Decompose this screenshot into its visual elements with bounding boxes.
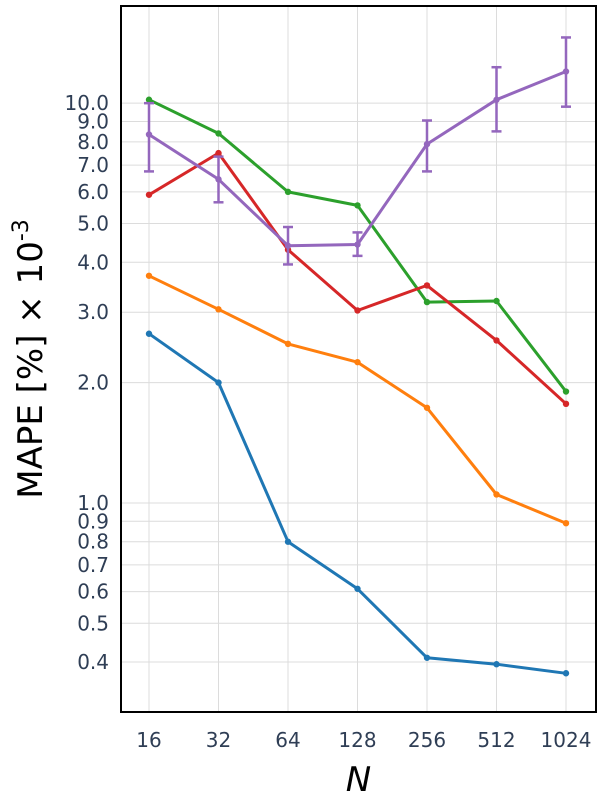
y-tick-label: 0.9: [77, 509, 109, 533]
data-point: [423, 298, 431, 306]
data-point: [215, 149, 222, 157]
y-axis-title-main: MAPE [%] × 10: [11, 241, 51, 499]
x-tick-label: 512: [477, 728, 515, 752]
data-point: [284, 188, 292, 196]
series-layer: [144, 36, 571, 677]
x-tick-label: 256: [408, 728, 446, 752]
y-tick-label: 9.0: [77, 109, 109, 133]
series-0: [145, 330, 570, 677]
y-tick-label: 0.8: [77, 530, 109, 554]
data-point: [145, 272, 153, 279]
y-tick-label: 1.0: [77, 491, 109, 515]
data-point: [562, 388, 570, 395]
data-point: [354, 202, 361, 209]
data-point: [493, 297, 500, 305]
data-point: [354, 358, 361, 366]
data-point: [423, 282, 431, 289]
data-point: [145, 191, 153, 198]
y-tick-label: 8.0: [77, 130, 109, 154]
x-tick-label: 32: [206, 728, 231, 752]
data-point: [562, 400, 570, 408]
data-point: [354, 307, 361, 314]
data-point: [284, 340, 292, 348]
x-axis-title: N: [346, 760, 371, 800]
data-point: [284, 242, 292, 249]
x-tick-label: 64: [275, 728, 300, 752]
y-tick-labels: 0.4 0.5 0.6 0.70.80.91.0 2.0 3.0 4.0 5.0 6.0 7.08…: [64, 91, 109, 674]
data-point: [145, 330, 153, 337]
data-point: [215, 379, 222, 386]
y-tick-label: 7.0: [77, 153, 109, 177]
y-axis-title: MAPE [%] × 10-3: [9, 219, 51, 499]
data-point: [493, 337, 500, 344]
series-3: [145, 149, 570, 408]
data-point: [562, 519, 570, 527]
data-point: [493, 96, 500, 103]
data-point: [145, 96, 153, 103]
y-tick-label: 3.0: [77, 300, 109, 324]
y-tick-label: 0.4: [77, 650, 109, 674]
data-point: [215, 130, 222, 137]
y-axis-title-superscript: -3: [9, 219, 34, 241]
data-point: [562, 670, 570, 677]
y-tick-label: 4.0: [77, 250, 109, 274]
data-point: [215, 306, 222, 313]
data-point: [145, 131, 153, 138]
data-point: [423, 654, 431, 661]
data-point: [215, 176, 222, 183]
grid: [121, 6, 596, 712]
data-point: [354, 241, 361, 248]
y-tick-label: 2.0: [77, 371, 109, 395]
data-point: [284, 538, 292, 545]
data-point: [354, 585, 361, 592]
y-tick-label: 0.5: [77, 611, 109, 635]
y-tick-label: 0.6: [77, 580, 109, 604]
data-point: [562, 68, 570, 75]
y-tick-label: 5.0: [77, 212, 109, 236]
y-tick-label: 0.7: [77, 553, 109, 577]
x-tick-labels: 16 32 64 128 256 512 1024: [136, 728, 591, 752]
y-tick-label: 6.0: [77, 180, 109, 204]
series-4: [144, 36, 571, 266]
data-point: [423, 140, 431, 148]
x-tick-label: 16: [136, 728, 161, 752]
y-tick-label: 10.0: [64, 91, 109, 115]
series-2: [145, 96, 570, 395]
data-point: [423, 404, 431, 411]
data-point: [493, 491, 500, 498]
series-1: [145, 272, 570, 527]
x-tick-label: 128: [338, 728, 376, 752]
data-point: [493, 661, 500, 668]
plot-frame: [120, 5, 597, 713]
x-tick-label: 1024: [541, 728, 592, 752]
